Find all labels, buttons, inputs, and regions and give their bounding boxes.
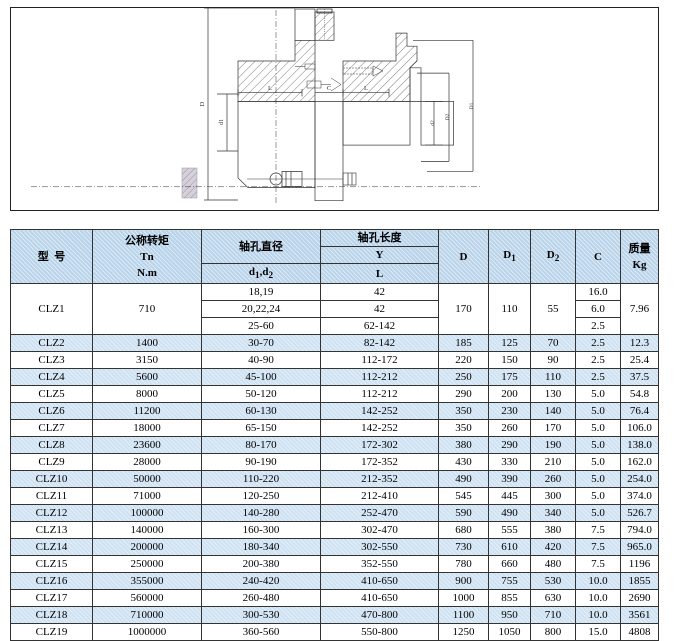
svg-text:D: D — [199, 101, 206, 106]
svg-text:d2: d2 — [430, 120, 436, 126]
svg-text:C: C — [327, 85, 331, 92]
svg-text:D2: D2 — [445, 113, 451, 120]
svg-text:D1: D1 — [469, 102, 475, 109]
svg-text:d1: d1 — [219, 119, 225, 125]
